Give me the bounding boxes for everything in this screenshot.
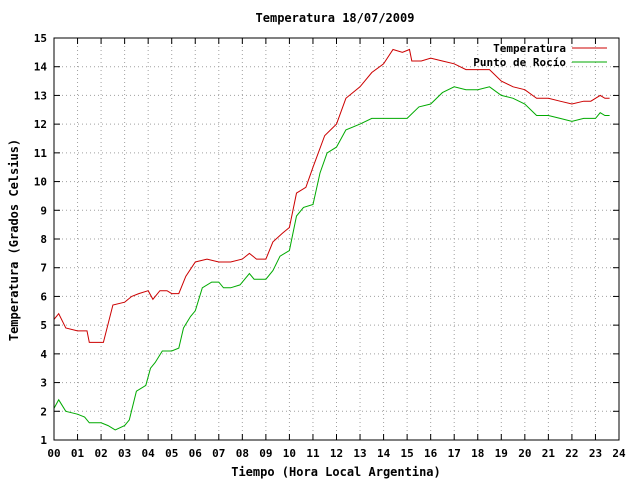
x-tick-label: 24 — [612, 447, 626, 460]
y-tick-label: 6 — [40, 290, 47, 303]
axis-ticks — [53, 37, 620, 441]
x-tick-label: 07 — [212, 447, 225, 460]
x-axis-label: Tiempo (Hora Local Argentina) — [231, 465, 441, 479]
y-axis-label: Temperatura (Grados Celsius) — [7, 139, 21, 341]
y-tick-label: 8 — [40, 233, 47, 246]
legend-label-temperatura: Temperatura — [493, 42, 566, 55]
series-line-temperatura — [53, 48, 610, 343]
y-tick-label: 1 — [40, 434, 47, 447]
y-tick-label: 5 — [40, 319, 47, 332]
x-tick-label: 01 — [71, 447, 85, 460]
y-tick-label: 7 — [40, 262, 47, 275]
x-tick-label: 20 — [518, 447, 531, 460]
x-tick-label: 19 — [495, 447, 508, 460]
x-tick-label: 04 — [142, 447, 156, 460]
x-tick-label: 16 — [424, 447, 438, 460]
x-tick-label: 12 — [330, 447, 343, 460]
x-tick-label: 23 — [589, 447, 602, 460]
x-tick-label: 03 — [118, 447, 131, 460]
y-tick-label: 15 — [34, 32, 47, 45]
x-tick-label: 21 — [542, 447, 556, 460]
y-tick-label: 12 — [34, 118, 47, 131]
x-tick-label: 00 — [47, 447, 60, 460]
x-tick-label: 14 — [377, 447, 391, 460]
chart-title: Temperatura 18/07/2009 — [256, 11, 415, 25]
x-tick-label: 15 — [401, 447, 414, 460]
y-tick-label: 11 — [34, 147, 48, 160]
x-tick-label: 02 — [94, 447, 107, 460]
x-tick-label: 05 — [165, 447, 178, 460]
x-tick-label: 13 — [353, 447, 366, 460]
x-tick-label: 11 — [306, 447, 320, 460]
y-tick-label: 2 — [40, 405, 47, 418]
x-tick-label: 18 — [471, 447, 484, 460]
y-tick-label: 3 — [40, 377, 47, 390]
x-tick-label: 22 — [565, 447, 578, 460]
grid-lines — [54, 38, 619, 440]
y-tick-label: 4 — [40, 348, 47, 361]
y-tick-label: 13 — [34, 89, 47, 102]
legend-label-punto-de-rocio: Punto de Rocío — [473, 56, 566, 69]
x-tick-label: 06 — [189, 447, 203, 460]
x-tick-label: 08 — [236, 447, 249, 460]
series-line-punto-de-rocio — [53, 86, 610, 431]
x-tick-label: 17 — [448, 447, 461, 460]
legend: Temperatura Punto de Rocío — [473, 42, 607, 69]
series-lines — [53, 48, 610, 431]
y-tick-label: 9 — [40, 204, 47, 217]
x-tick-label: 10 — [283, 447, 296, 460]
y-tick-label: 10 — [34, 176, 47, 189]
x-tick-labels: 00 01 02 03 04 05 06 07 08 09 10 11 12 13 14 15 16 17 18 19… — [47, 447, 626, 460]
x-tick-label: 09 — [259, 447, 272, 460]
y-tick-label: 14 — [34, 61, 48, 74]
